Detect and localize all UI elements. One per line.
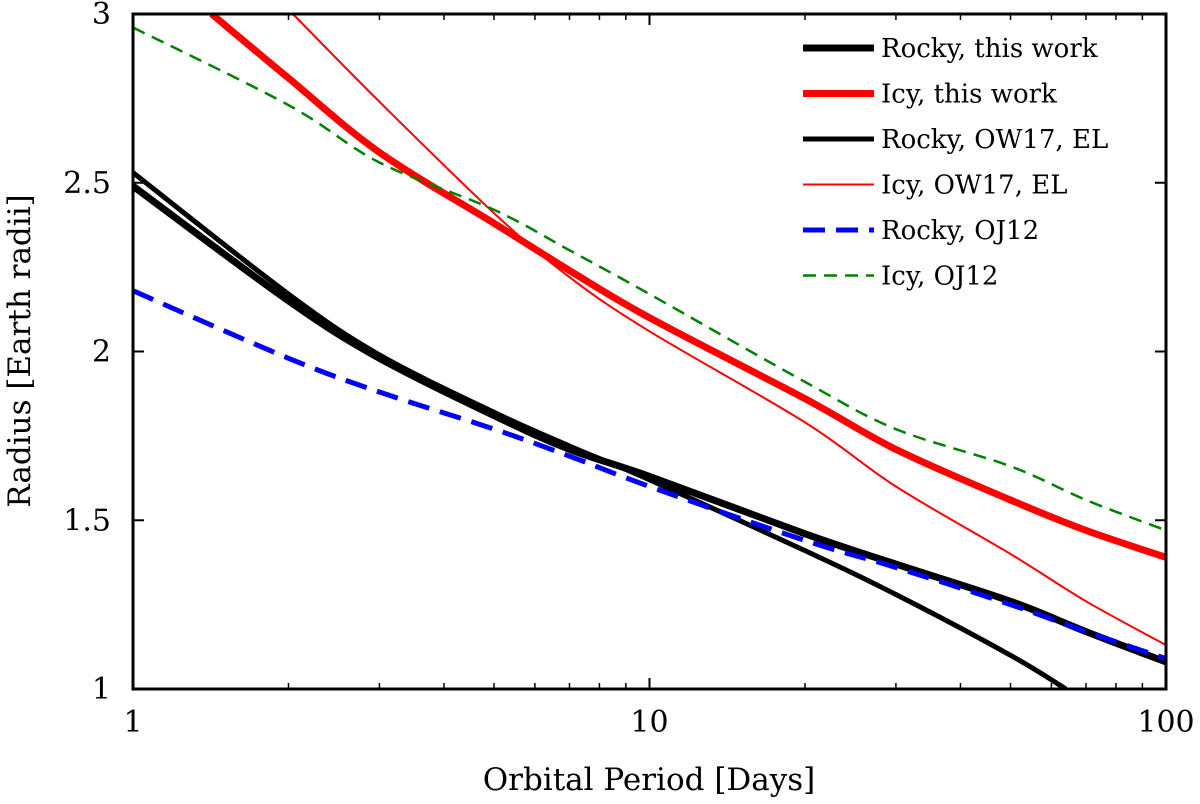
legend-label: Rocky, OW17, EL bbox=[881, 125, 1108, 155]
series-line bbox=[209, 14, 1166, 561]
y-axis-label: Radius [Earth radii] bbox=[2, 194, 38, 507]
legend: Rocky, this work Icy, this work Rocky, OW1… bbox=[803, 34, 1108, 292]
legend-label: Icy, OW17, EL bbox=[881, 171, 1068, 201]
series-line bbox=[133, 288, 1166, 661]
x-tick-label: 100 bbox=[1137, 705, 1194, 740]
series-line bbox=[133, 26, 1166, 532]
y-tick-label: 1 bbox=[92, 672, 111, 707]
series-line bbox=[133, 183, 1166, 666]
legend-label: Rocky, this work bbox=[881, 34, 1098, 64]
series-line bbox=[292, 14, 1166, 646]
series-layer bbox=[133, 14, 1166, 689]
plot-frame bbox=[131, 12, 1168, 691]
x-axis-label: Orbital Period [Days] bbox=[483, 762, 816, 798]
y-tick-label: 2.5 bbox=[63, 166, 111, 201]
legend-label: Icy, OJ12 bbox=[881, 262, 998, 292]
legend-label: Icy, this work bbox=[881, 80, 1057, 110]
series-line bbox=[133, 170, 1068, 689]
legend-label: Rocky, OJ12 bbox=[881, 216, 1039, 246]
ticks-layer: 1 10 100 1 1.5 2 2.5 3 bbox=[63, 0, 1194, 740]
y-tick-label: 3 bbox=[92, 0, 111, 32]
y-tick-label: 1.5 bbox=[63, 503, 111, 538]
y-tick-label: 2 bbox=[92, 335, 111, 370]
x-tick-label: 10 bbox=[630, 705, 668, 740]
x-tick-label: 1 bbox=[123, 705, 142, 740]
